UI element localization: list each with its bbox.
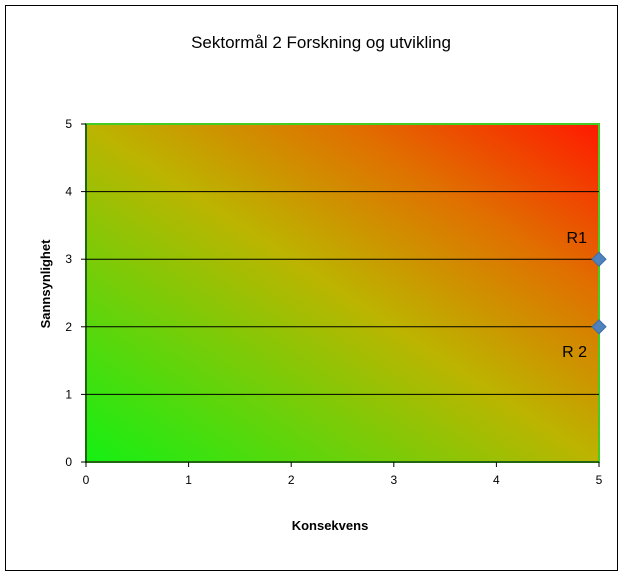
x-tick-label: 1 <box>185 473 192 487</box>
y-axis-title: Sannsynlighet <box>38 239 53 329</box>
data-point-marker <box>591 319 607 335</box>
data-point-label: R1 <box>567 230 588 247</box>
y-tick-label: 2 <box>65 320 72 334</box>
gridlines <box>86 191 599 395</box>
y-tick-label: 5 <box>65 117 72 131</box>
y-axis-ticks: 0 1 2 3 4 5 <box>65 117 86 469</box>
x-axis-title: Konsekvens <box>292 518 369 533</box>
y-tick-label: 1 <box>65 387 72 401</box>
y-tick-label: 0 <box>65 455 72 469</box>
data-points: R1 R 2 <box>562 230 607 361</box>
x-tick-label: 0 <box>83 473 90 487</box>
data-point-marker <box>591 251 607 267</box>
x-axis-ticks: 0 1 2 3 4 5 <box>83 462 603 487</box>
y-tick-label: 4 <box>65 185 72 199</box>
chart-title: Sektormål 2 Forskning og utvikling <box>191 33 451 52</box>
x-tick-label: 4 <box>493 473 500 487</box>
y-tick-label: 3 <box>65 252 72 266</box>
data-point-label: R 2 <box>562 344 587 361</box>
x-tick-label: 5 <box>596 473 603 487</box>
plot-area <box>85 123 600 463</box>
x-tick-label: 3 <box>390 473 397 487</box>
x-tick-label: 2 <box>288 473 295 487</box>
